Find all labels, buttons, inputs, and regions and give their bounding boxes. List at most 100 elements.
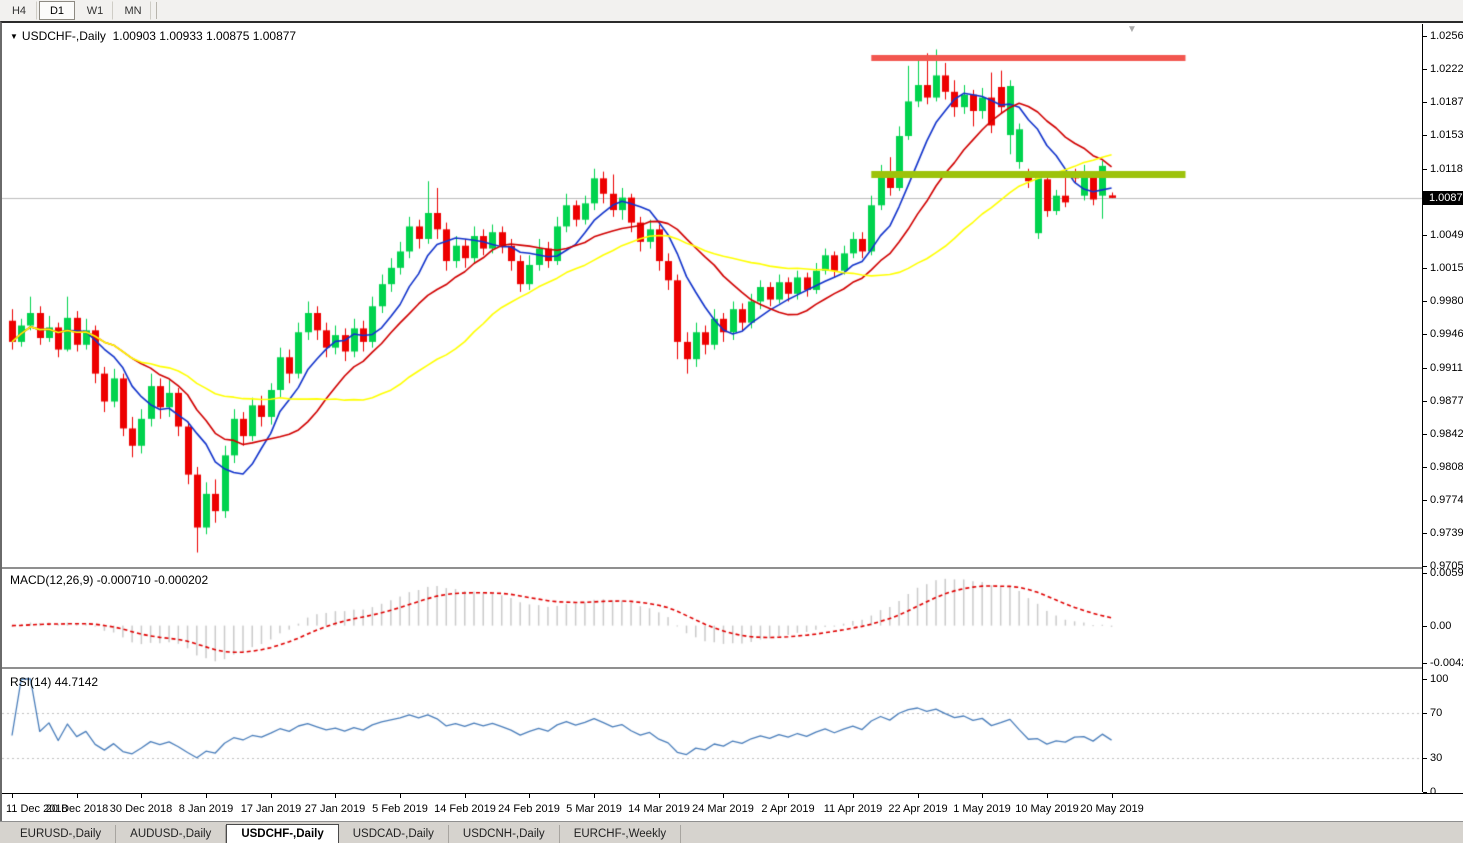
date-tick xyxy=(335,794,336,798)
axis-tick xyxy=(1423,368,1427,369)
price-axis-label: 1.01870 xyxy=(1430,96,1463,108)
date-axis-label: 27 Jan 2019 xyxy=(304,803,366,815)
date-axis-label: 5 Feb 2019 xyxy=(372,803,428,815)
date-axis-label: 14 Feb 2019 xyxy=(434,803,496,815)
date-tick xyxy=(12,794,13,798)
axis-tick xyxy=(1423,69,1427,70)
axis-tick xyxy=(1423,713,1427,714)
axis-tick xyxy=(1423,135,1427,136)
axis-tick xyxy=(1423,434,1427,435)
axis-tick xyxy=(1423,663,1427,664)
date-tick xyxy=(594,794,595,798)
macd-indicator-canvas[interactable] xyxy=(2,570,1422,668)
date-tick xyxy=(1112,794,1113,798)
panel-separator[interactable] xyxy=(2,667,1463,669)
date-tick xyxy=(918,794,919,798)
symbol-dropdown-icon[interactable]: ▼ xyxy=(10,32,18,41)
toolbar-divider xyxy=(156,2,157,19)
axis-tick xyxy=(1423,334,1427,335)
symbol-label: USDCHF-,Daily xyxy=(21,29,106,43)
chart-tab-eurusd-daily[interactable]: EURUSD-,Daily xyxy=(6,824,117,843)
date-tick xyxy=(853,794,854,798)
current-price-badge: 1.00877 xyxy=(1423,191,1463,205)
date-axis-label: 11 Dec 2018 xyxy=(6,803,68,815)
axis-tick xyxy=(1423,792,1427,793)
date-axis-label: 24 Feb 2019 xyxy=(498,803,560,815)
date-tick xyxy=(141,794,142,798)
date-tick xyxy=(1047,794,1048,798)
chart-tab-eurchf-weekly[interactable]: EURCHF-,Weekly xyxy=(560,824,682,843)
date-axis-label: 8 Jan 2019 xyxy=(178,803,234,815)
chart-tab-usdcad-daily[interactable]: USDCAD-,Daily xyxy=(339,824,449,843)
price-axis-label: 1.02220 xyxy=(1430,63,1463,75)
rsi-axis-label: 70 xyxy=(1430,707,1443,719)
axis-tick xyxy=(1423,36,1427,37)
date-axis-label: 14 Mar 2019 xyxy=(628,803,690,815)
axis-tick xyxy=(1423,758,1427,759)
date-axis-label: 20 May 2019 xyxy=(1080,803,1144,815)
chart-title: ▼ USDCHF-,Daily 1.00903 1.00933 1.00875 1… xyxy=(10,29,296,43)
date-axis-label: 20 Dec 2018 xyxy=(45,803,109,815)
price-axis-label: 1.01530 xyxy=(1430,129,1463,141)
date-axis: 11 Dec 2018 20 Dec 2018 30 Dec 2018 8 Jan 2… xyxy=(2,793,1463,824)
panel-separator[interactable] xyxy=(2,567,1463,569)
rsi-axis-label: 100 xyxy=(1430,673,1449,685)
rsi-axis-label: 0 xyxy=(1430,786,1437,798)
date-axis-label: 2 Apr 2019 xyxy=(761,803,815,815)
chart-tab-usdchf-daily[interactable]: USDCHF-,Daily xyxy=(226,823,339,843)
date-axis-label: 1 May 2019 xyxy=(953,803,1011,815)
price-axis-label: 1.02560 xyxy=(1430,30,1463,42)
date-tick xyxy=(659,794,660,798)
price-axis-label: 1.01180 xyxy=(1430,163,1463,175)
date-axis-label: 5 Mar 2019 xyxy=(566,803,622,815)
rsi-label: RSI(14) 44.7142 xyxy=(10,675,99,689)
axis-tick xyxy=(1423,500,1427,501)
date-tick xyxy=(982,794,983,798)
macd-label: MACD(12,26,9) -0.000710 -0.000202 xyxy=(10,573,209,587)
axis-tick xyxy=(1423,169,1427,170)
ohlc-quote: 1.00903 1.00933 1.00875 1.00877 xyxy=(112,29,297,43)
macd-axis-label: 0.00 xyxy=(1430,620,1452,632)
axis-tick xyxy=(1423,679,1427,680)
price-axis-label: 1.00490 xyxy=(1430,229,1463,241)
timeframe-toolbar: H4 D1 W1 MN xyxy=(0,0,1463,22)
chart-shift-marker-icon[interactable]: ▼ xyxy=(1127,24,1137,35)
axis-tick xyxy=(1423,102,1427,103)
date-axis-label: 11 Apr 2019 xyxy=(823,803,883,815)
timeframe-button-d1[interactable]: D1 xyxy=(39,1,75,20)
rsi-axis-label: 30 xyxy=(1430,752,1443,764)
macd-axis-label: -0.004243 xyxy=(1430,657,1463,669)
date-axis-label: 22 Apr 2019 xyxy=(888,803,948,815)
chart-tab-audusd-daily[interactable]: AUDUSD-,Daily xyxy=(116,824,227,843)
chart-window: ▼ USDCHF-,Daily 1.00903 1.00933 1.00875 1… xyxy=(0,21,1463,824)
rsi-indicator-canvas[interactable] xyxy=(2,670,1422,793)
axis-tick xyxy=(1423,235,1427,236)
date-tick xyxy=(271,794,272,798)
date-axis-label: 17 Jan 2019 xyxy=(240,803,302,815)
axis-tick xyxy=(1423,467,1427,468)
chart-tab-usdcnh-daily[interactable]: USDCNH-,Daily xyxy=(449,824,560,843)
date-axis-label: 30 Dec 2018 xyxy=(109,803,173,815)
date-axis-label: 24 Mar 2019 xyxy=(692,803,754,815)
chart-tab-bar: EURUSD-,Daily AUDUSD-,Daily USDCHF-,Daily U… xyxy=(0,821,1463,843)
timeframe-button-h4[interactable]: H4 xyxy=(1,1,37,20)
axis-tick xyxy=(1423,401,1427,402)
date-tick xyxy=(400,794,401,798)
timeframe-button-mn[interactable]: MN xyxy=(115,1,151,20)
macd-axis-label: 0.00597 xyxy=(1430,567,1463,579)
timeframe-button-w1[interactable]: W1 xyxy=(77,1,113,20)
main-chart-canvas[interactable] xyxy=(2,24,1422,568)
date-tick xyxy=(206,794,207,798)
date-tick xyxy=(529,794,530,798)
